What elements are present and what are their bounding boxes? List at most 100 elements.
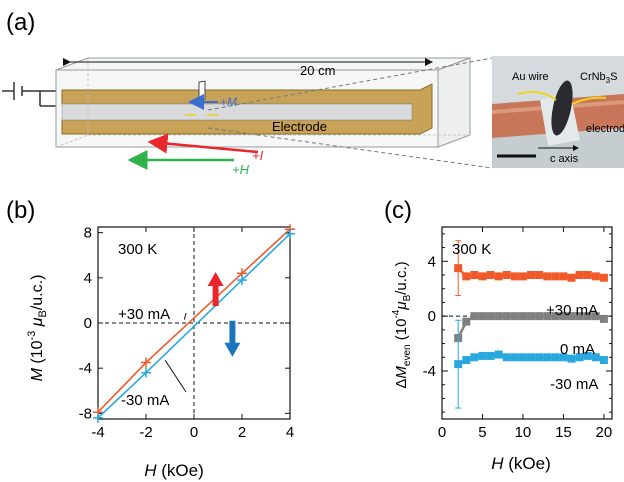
panel-b-annotation-minus: -30 mA — [121, 392, 169, 409]
panel-c-data-point — [591, 353, 600, 362]
sample-holder — [55, 57, 471, 148]
panel-c-data-point — [591, 312, 600, 321]
panel-c-data-point — [478, 272, 487, 281]
panel-b-annotation-pointer-plus — [183, 312, 187, 320]
panel-c-data-point — [494, 272, 503, 281]
panel-c-data-point — [559, 272, 568, 281]
panel-c-data-point — [583, 271, 592, 279]
panel-c-y-tick-label: 0 — [428, 308, 436, 325]
panel-b-x-tick-label: 0 — [190, 424, 198, 441]
panel-b-y-tick-label: 0 — [84, 315, 92, 332]
panel-c-data-point — [486, 271, 495, 279]
sample — [198, 80, 206, 101]
panel-b-x-tick-label: 4 — [286, 424, 294, 441]
panel-c-data-point — [575, 271, 584, 279]
panel-b: (b) -4 -2 0 2 4 -8 -4 0 4 8 300 K +30 mA -30 mA H… — [6, 197, 295, 480]
panel-c-data-point — [591, 272, 600, 281]
panel-b-series-line — [97, 233, 291, 419]
panel-c-data-point — [462, 317, 471, 326]
panel-c-x-tick-label: 10 — [515, 424, 532, 441]
panel-c-label: (c) — [384, 197, 412, 224]
panel-b-down-arrow — [224, 320, 241, 357]
panel-c-data-point — [502, 271, 511, 279]
panel-c-x-axis-label: H (kOe) — [491, 454, 551, 473]
panel-c-data-point — [543, 272, 552, 281]
panel-c-data-point — [518, 272, 527, 281]
panel-c-data-point — [599, 273, 608, 282]
magnetization-label: +M — [220, 95, 237, 109]
panel-c-data-point — [567, 312, 576, 321]
panel-c-data-point — [494, 350, 503, 359]
panel-b-plot — [93, 224, 295, 423]
panel-b-y-tick-label: 4 — [84, 270, 92, 287]
panel-c-data-point — [470, 312, 479, 321]
panel-c-temperature: 300 K — [452, 241, 491, 258]
panel-c-data-point — [551, 272, 560, 281]
panel-c-data-point — [567, 273, 576, 282]
panel-b-x-tick-label: -4 — [91, 424, 104, 441]
panel-b-data-point — [237, 275, 247, 286]
panel-c-data-point — [543, 312, 552, 321]
panel-c-data-point — [518, 312, 527, 321]
current-label: +I — [252, 148, 264, 163]
sample-name: CrNb3S — [580, 71, 617, 85]
panel-c-plot-frame — [441, 226, 613, 420]
panel-c-data-point — [559, 353, 568, 362]
length-label: 20 cm — [300, 63, 335, 78]
panel-c-data-point — [551, 312, 560, 321]
au-wire-label: Au wire — [512, 71, 549, 83]
panel-c-data-point — [510, 272, 519, 281]
panel-c-x-tick-label: 20 — [596, 424, 613, 441]
field-label: +H — [232, 162, 250, 177]
electrode-label: Electrode — [272, 119, 327, 134]
panel-b-y-tick-label: -8 — [79, 405, 92, 422]
panel-c-data-point — [502, 353, 511, 362]
zoom-line-bottom — [207, 127, 493, 169]
ground-symbol — [2, 82, 70, 107]
panel-c-data-point — [486, 351, 495, 360]
panel-b-data-point — [285, 228, 295, 239]
panel-c-y-tick-label: 4 — [428, 253, 436, 270]
panel-c-data-point — [583, 312, 592, 321]
panel-c-data-point — [527, 353, 536, 362]
panel-c-annotation-zero: 0 mA — [560, 341, 595, 358]
panel-c-x-tick-label: 0 — [438, 424, 446, 441]
panel-c-data-point — [454, 360, 463, 369]
panel-b-x-axis-label: H (kOe) — [144, 461, 204, 480]
panel-c-data-point — [494, 312, 503, 321]
panel-b-data-point — [93, 412, 103, 423]
panel-c-data-point — [535, 312, 544, 321]
panel-c-data-point — [535, 271, 544, 279]
panel-c-data-point — [527, 271, 536, 279]
panel-c-data-point — [454, 264, 463, 273]
panel-b-data-point — [141, 367, 151, 378]
panel-b-up-arrow — [207, 272, 224, 307]
panel-c-y-tick-label: -4 — [423, 363, 436, 380]
panel-b-temperature: 300 K — [118, 241, 157, 258]
panel-c-data-point — [551, 353, 560, 362]
panel-b-axis-ticks: -4 -2 0 2 4 -8 -4 0 4 8 — [79, 225, 295, 441]
panel-c-data-point — [486, 312, 495, 321]
panel-c-x-tick-label: 5 — [478, 424, 486, 441]
panel-c-data-point — [583, 351, 592, 360]
panel-c-data-point — [510, 312, 519, 321]
panel-c-data-point — [470, 271, 479, 279]
panel-c-x-tick-label: 15 — [555, 424, 572, 441]
panel-b-annotation-plus: +30 mA — [118, 306, 170, 323]
sample-photo: Au wire CrNb3S electrode c axis — [492, 56, 624, 168]
panel-c-data-point — [599, 314, 608, 323]
panel-a-label: (a) — [6, 9, 35, 36]
panel-b-y-axis-label: M (10-3 μB/u.c.) — [26, 275, 49, 382]
panel-c-data-point — [470, 353, 479, 362]
panel-c-data-point — [535, 353, 544, 362]
panel-a: (a) 20 cm — [2, 9, 624, 177]
panel-c: (c) 0 5 10 15 20 -4 0 4 300 K +30 mA 0 mA -30 m… — [384, 197, 613, 473]
panel-c-data-point — [567, 354, 576, 363]
zoom-line-top — [207, 57, 493, 111]
panel-c-data-point — [462, 272, 471, 281]
panel-b-series-line — [97, 228, 291, 413]
panel-c-annotation-minus: -30 mA — [550, 376, 598, 393]
panel-c-y-axis-label: ΔMeven (10-4μB/u.c.) — [391, 261, 413, 388]
panel-c-annotation-plus: +30 mA — [546, 302, 598, 319]
